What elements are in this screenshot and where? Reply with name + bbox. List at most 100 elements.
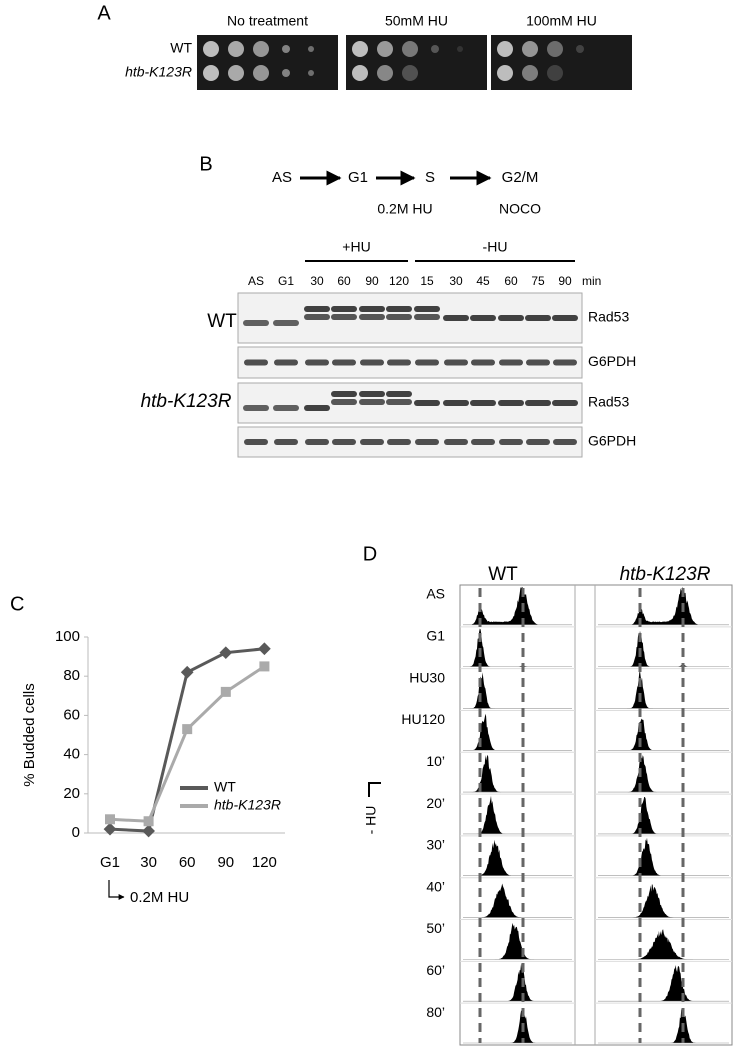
frame (459, 584, 733, 1046)
histogram (598, 630, 729, 667)
marker (103, 822, 117, 836)
band (414, 306, 440, 312)
label: G6PDH (588, 433, 636, 449)
band (331, 306, 357, 312)
histogram (598, 718, 729, 751)
spot (352, 65, 368, 81)
y-tick-label: 20 (63, 785, 80, 802)
marker (259, 661, 270, 672)
band (304, 405, 330, 411)
histogram (598, 797, 729, 834)
histogram (463, 628, 572, 667)
band (331, 314, 357, 320)
marker (105, 814, 115, 825)
spot (203, 65, 219, 81)
band (471, 359, 495, 366)
label: G6PDH (588, 353, 636, 369)
label: 90 (558, 274, 572, 288)
label: AS (426, 586, 445, 602)
label: 30’ (426, 837, 445, 853)
histogram (598, 884, 729, 918)
histogram (463, 586, 572, 625)
spot (497, 41, 513, 57)
histogram (463, 922, 572, 960)
spot (228, 41, 244, 57)
histogram (463, 754, 572, 793)
spot (308, 46, 314, 52)
spot (253, 65, 269, 81)
spot (308, 70, 314, 76)
y-tick-label: 60 (63, 706, 80, 723)
label: AS (272, 169, 292, 186)
band (273, 405, 299, 411)
band (552, 315, 578, 321)
band (243, 405, 269, 411)
spot (352, 41, 368, 57)
y-axis-label: % Budded cells (21, 683, 38, 786)
histogram (598, 837, 729, 876)
spot (522, 65, 538, 81)
band (274, 359, 298, 366)
y-tick-label: 100 (55, 628, 80, 645)
band (443, 400, 469, 406)
label: 10’ (426, 753, 445, 769)
spot (576, 45, 584, 53)
band (244, 359, 268, 366)
marker (142, 824, 155, 838)
band (304, 314, 330, 320)
label: D (363, 543, 377, 565)
spot (497, 65, 513, 81)
histogram (598, 586, 729, 625)
band (526, 359, 550, 366)
label: 60 (337, 274, 351, 288)
label: 60’ (426, 962, 445, 978)
label: 100mM HU (526, 13, 597, 29)
label: B (199, 153, 212, 175)
legend-label: WT (214, 779, 236, 795)
band (415, 439, 439, 445)
label: WT (170, 40, 192, 56)
band (553, 359, 577, 366)
band (359, 399, 385, 405)
band (444, 439, 468, 445)
label: AS (248, 274, 264, 288)
band (386, 399, 412, 405)
label: htb-K123R (141, 391, 232, 412)
plate (197, 35, 338, 90)
band (444, 359, 468, 366)
label: 40’ (426, 878, 445, 894)
label: htb-K123R (620, 564, 711, 585)
label: WT (207, 311, 237, 332)
spot (522, 41, 538, 57)
spot (431, 45, 439, 53)
label: 30 (449, 274, 463, 288)
band (414, 314, 440, 320)
band (273, 320, 299, 326)
band (360, 359, 384, 366)
band (498, 400, 524, 406)
band (359, 306, 385, 312)
histogram (598, 1008, 729, 1043)
label: 15 (420, 274, 434, 288)
band (387, 439, 411, 445)
band (332, 439, 356, 445)
label: 90 (365, 274, 379, 288)
band (499, 359, 523, 366)
band (386, 391, 412, 397)
y-tick-label: 0 (72, 824, 80, 841)
label: No treatment (227, 13, 308, 29)
band (305, 359, 329, 366)
band (552, 400, 578, 406)
band (360, 439, 384, 445)
plate (491, 35, 632, 90)
label: htb-K123R (125, 64, 192, 80)
band (274, 439, 298, 445)
band (244, 439, 268, 445)
marker (180, 665, 194, 679)
label: S (425, 169, 435, 186)
label: G1 (348, 169, 368, 186)
marker (182, 724, 193, 735)
band (243, 320, 269, 326)
band (499, 439, 523, 445)
